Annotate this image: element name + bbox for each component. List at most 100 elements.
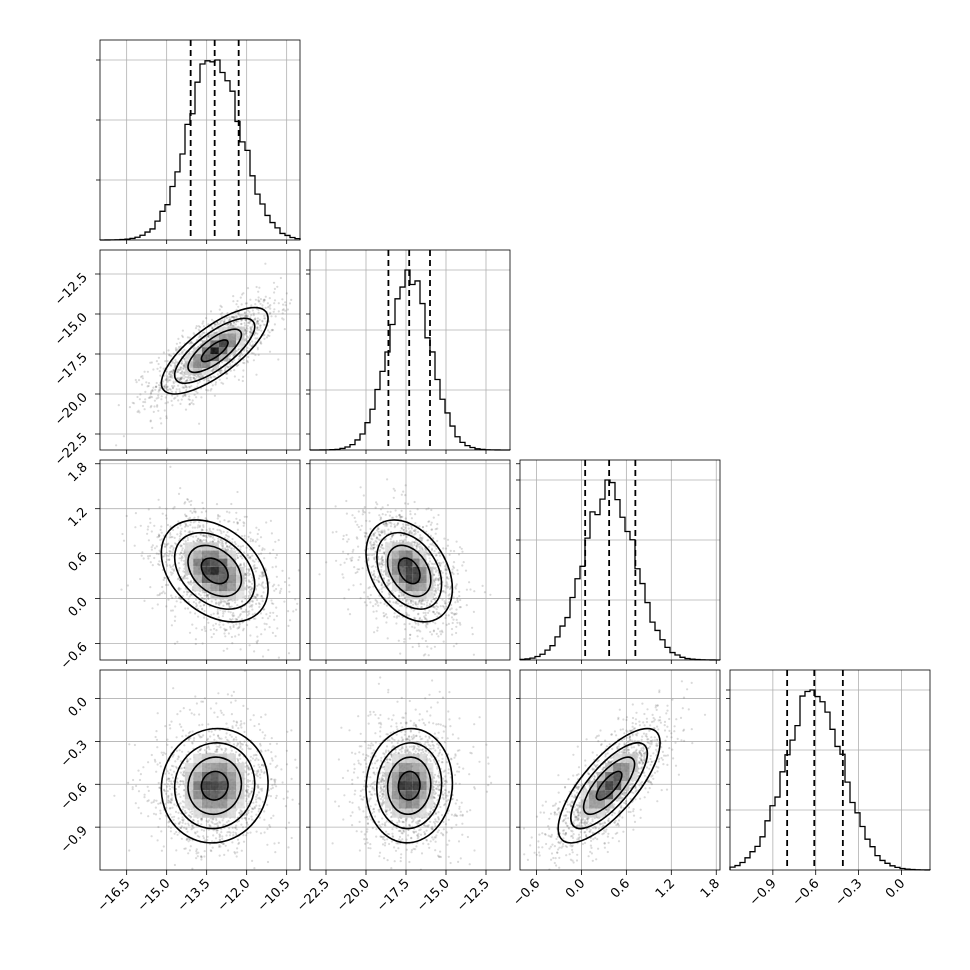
scatter-point <box>369 541 372 545</box>
scatter-point <box>436 559 439 562</box>
scatter-point <box>425 619 428 622</box>
scatter-point <box>452 561 456 564</box>
scatter-point <box>393 523 396 526</box>
density-cell <box>193 566 202 575</box>
scatter-point <box>255 558 258 561</box>
scatter-point <box>138 411 141 414</box>
scatter-point <box>236 556 240 560</box>
scatter-point <box>334 505 337 508</box>
scatter-point <box>181 360 184 363</box>
scatter-point <box>169 531 172 535</box>
scatter-point <box>238 623 241 626</box>
scatter-point <box>179 366 182 369</box>
scatter-point <box>399 534 403 537</box>
scatter-point <box>273 308 276 311</box>
scatter-point <box>203 597 206 601</box>
scatter-point <box>182 377 186 380</box>
scatter-point <box>456 572 459 575</box>
density-cell <box>412 550 420 559</box>
scatter-point <box>216 517 219 520</box>
density-cell <box>398 566 406 575</box>
scatter-point <box>245 572 248 576</box>
scatter-point <box>246 614 249 617</box>
scatter-point <box>424 653 427 656</box>
scatter-point <box>261 582 264 585</box>
scatter-point <box>203 616 206 619</box>
scatter-point <box>272 611 275 614</box>
scatter-point <box>380 584 383 587</box>
scatter-point <box>197 374 200 377</box>
scatter-point <box>404 502 407 505</box>
scatter-point <box>404 597 407 600</box>
scatter-point <box>203 591 207 594</box>
scatter-point <box>200 396 203 399</box>
scatter-point <box>224 541 227 544</box>
density-cell <box>210 558 219 567</box>
density-cell <box>398 550 406 559</box>
scatter-point <box>262 573 265 576</box>
scatter-point <box>198 525 201 529</box>
scatter-point <box>195 627 198 630</box>
scatter-point <box>370 565 373 569</box>
scatter-point <box>158 506 161 509</box>
scatter-point <box>222 600 225 603</box>
scatter-point <box>167 376 170 379</box>
scatter-point <box>448 668 450 670</box>
scatter-point <box>361 567 364 570</box>
scatter-point <box>274 634 277 638</box>
scatter-point <box>375 501 378 504</box>
scatter-point <box>177 384 180 387</box>
scatter-point <box>120 588 123 591</box>
scatter-point <box>386 584 389 587</box>
scatter-point <box>261 547 264 550</box>
scatter-point <box>363 591 366 594</box>
scatter-point <box>383 530 386 534</box>
scatter-point <box>375 536 378 539</box>
scatter-point <box>174 396 177 399</box>
scatter-point <box>164 387 167 390</box>
scatter-point <box>244 573 247 576</box>
scatter-point <box>372 533 375 536</box>
scatter-point <box>209 389 212 392</box>
scatter-point <box>235 315 238 318</box>
scatter-point <box>284 309 287 312</box>
scatter-point <box>436 615 439 618</box>
scatter-point <box>224 542 227 545</box>
scatter-point <box>183 348 186 351</box>
scatter-point <box>237 363 240 367</box>
scatter-point <box>271 784 274 787</box>
scatter-point <box>171 572 174 575</box>
scatter-point <box>194 695 197 698</box>
scatter-point <box>227 632 230 635</box>
scatter-point <box>281 569 284 572</box>
scatter-point <box>155 385 158 388</box>
scatter-point <box>250 587 254 590</box>
scatter-point <box>433 593 436 596</box>
scatter-point <box>221 615 224 618</box>
scatter-point <box>446 583 449 586</box>
scatter-point <box>381 564 384 567</box>
scatter-point <box>430 528 434 531</box>
scatter-point <box>414 530 417 533</box>
scatter-point <box>163 409 166 412</box>
density-cell <box>210 550 219 559</box>
scatter-point <box>253 333 256 337</box>
scatter-point <box>254 570 257 573</box>
scatter-point <box>251 323 254 326</box>
scatter-point <box>249 585 252 588</box>
scatter-point <box>206 594 209 597</box>
scatter-point <box>237 551 240 555</box>
scatter-point <box>217 540 220 543</box>
scatter-point <box>208 333 211 336</box>
scatter-point <box>398 514 401 517</box>
scatter-point <box>378 581 381 584</box>
scatter-point <box>171 565 174 568</box>
histogram-panel-1 <box>306 249 511 451</box>
density-cell <box>412 583 420 592</box>
scatter-point <box>149 586 152 589</box>
scatter-point <box>147 557 150 560</box>
scatter-point <box>178 567 181 570</box>
scatter-point <box>188 350 191 354</box>
scatter-point <box>382 577 385 580</box>
scatter-point <box>452 618 455 621</box>
